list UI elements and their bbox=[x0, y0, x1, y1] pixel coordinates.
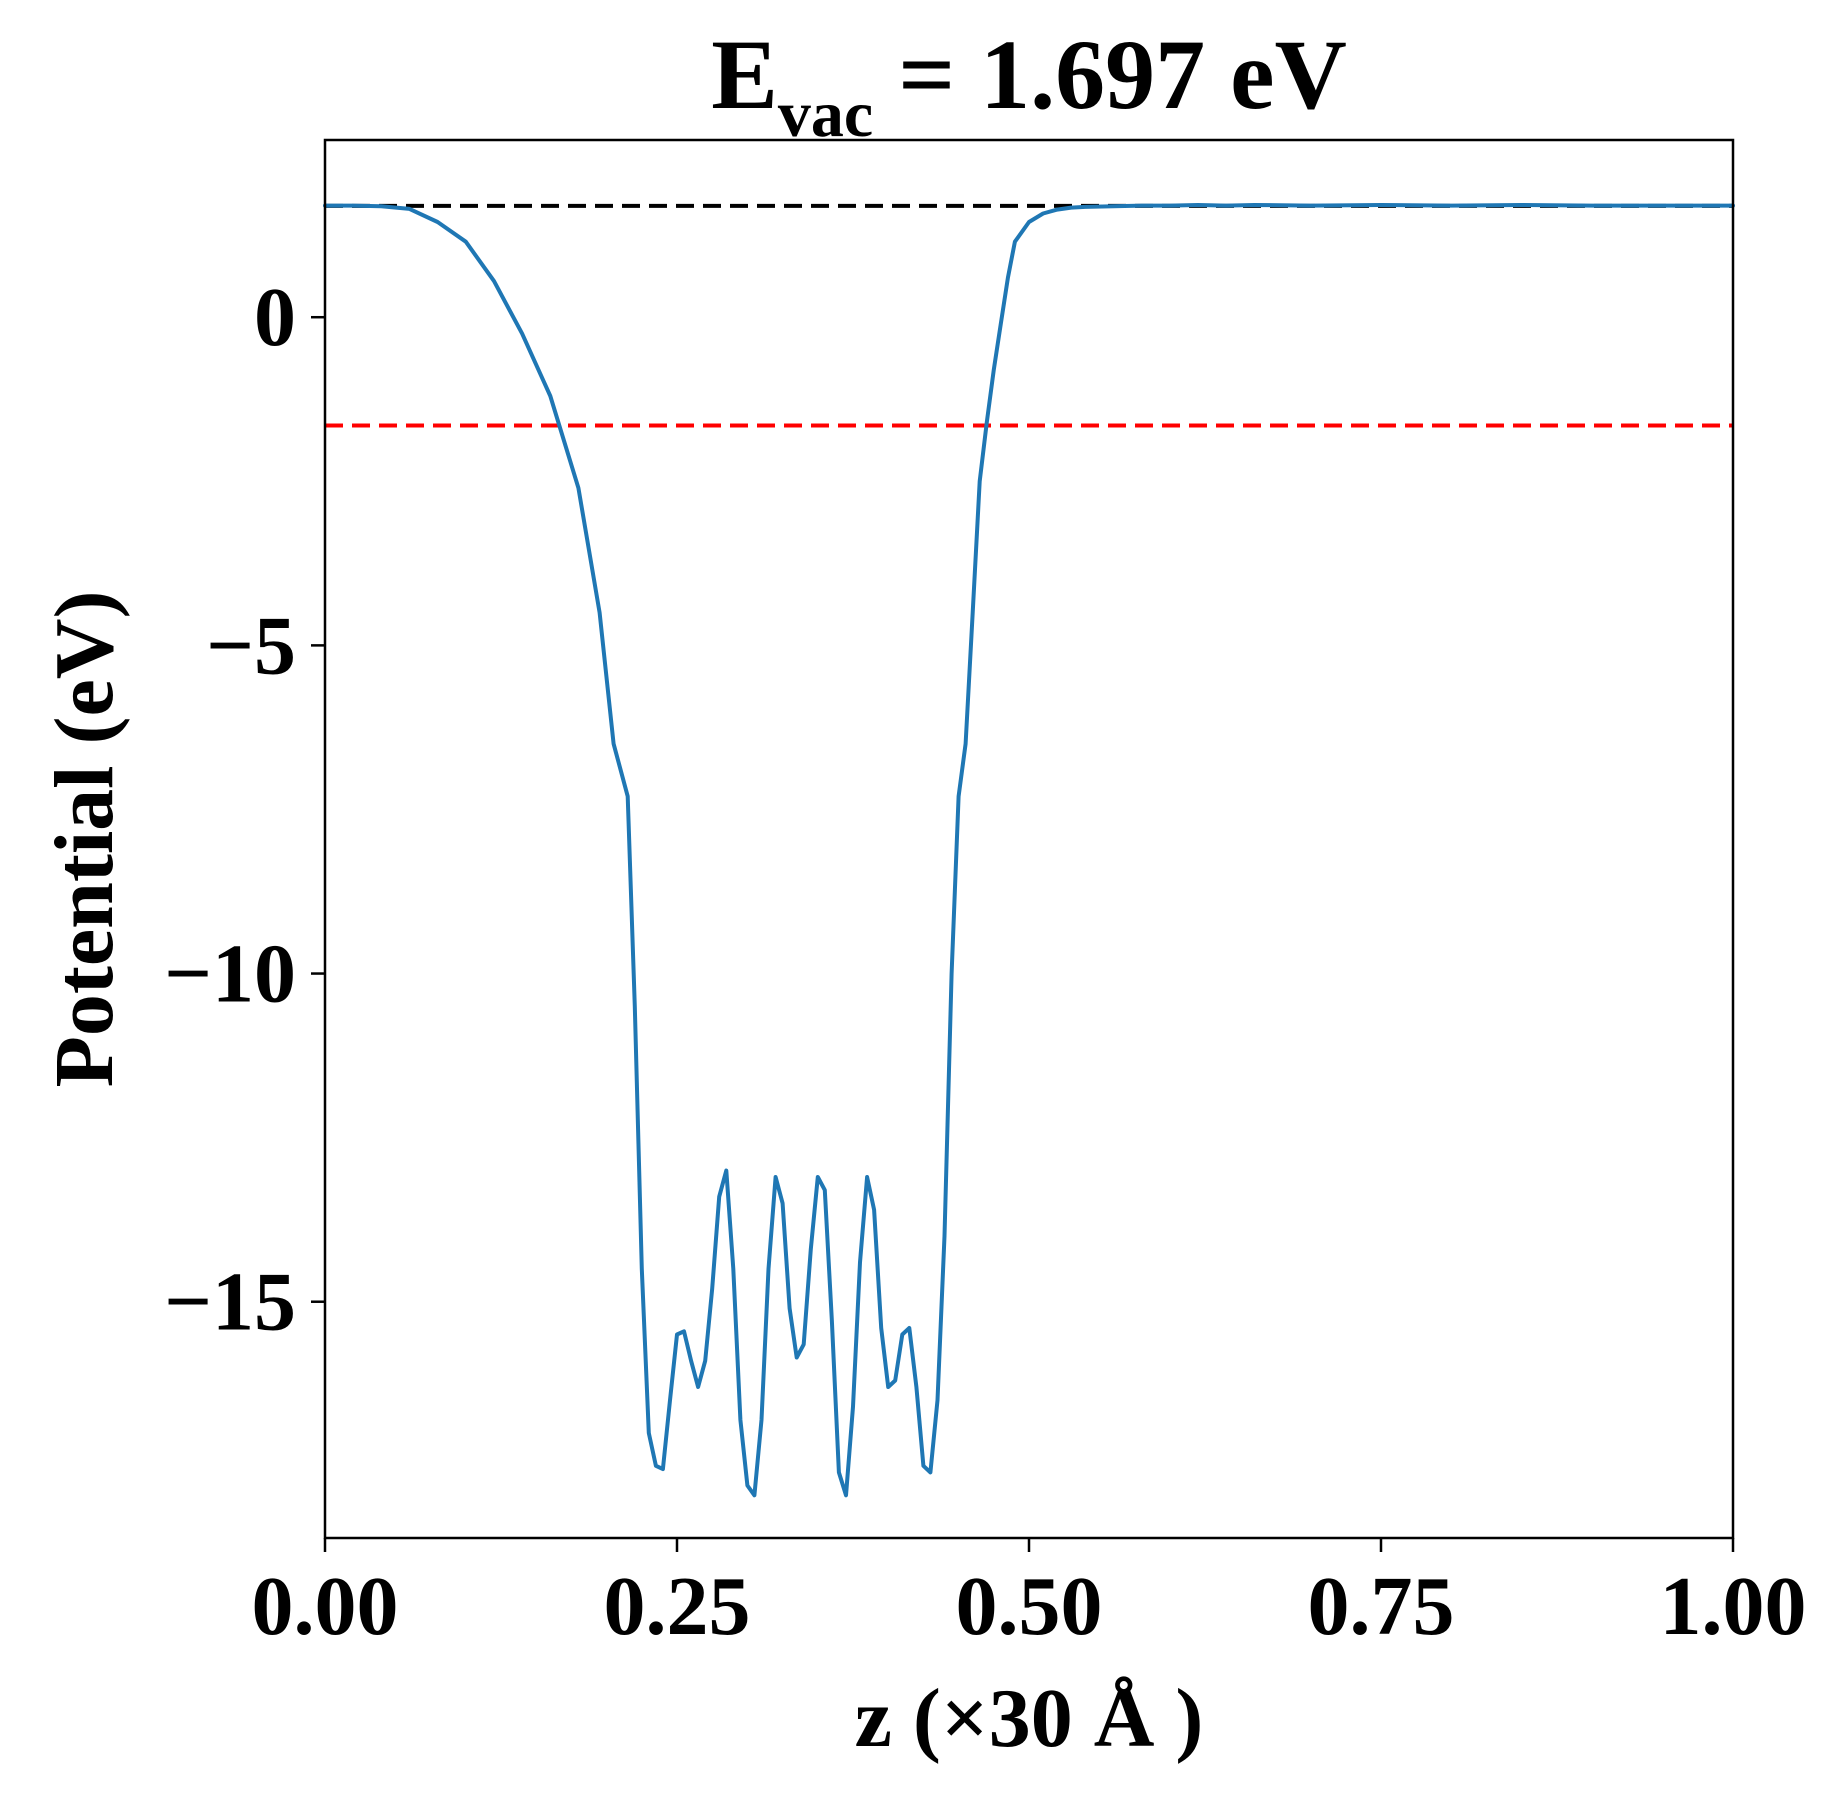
y-tick-label: −5 bbox=[206, 599, 296, 692]
x-axis-label: z (×30 Å ) bbox=[855, 1672, 1204, 1765]
title-subscript: vac bbox=[778, 78, 873, 151]
x-tick-label: 0.00 bbox=[252, 1560, 399, 1653]
y-tick-label: −15 bbox=[164, 1256, 296, 1349]
planar-averaged-potential-line bbox=[323, 203, 1735, 1498]
y-tick-label: 0 bbox=[254, 271, 296, 364]
title-main: E bbox=[711, 19, 778, 130]
chart-title: Evac = 1.697 eV bbox=[711, 19, 1347, 151]
x-tick-label: 0.75 bbox=[1308, 1560, 1455, 1653]
x-tick-label: 1.00 bbox=[1660, 1560, 1807, 1653]
title-rest: = 1.697 eV bbox=[873, 19, 1347, 130]
y-axis-label: Potential (eV) bbox=[38, 591, 131, 1088]
x-tick-label: 0.50 bbox=[956, 1560, 1103, 1653]
y-tick-label: −10 bbox=[164, 928, 296, 1021]
x-tick-label: 0.25 bbox=[604, 1560, 751, 1653]
